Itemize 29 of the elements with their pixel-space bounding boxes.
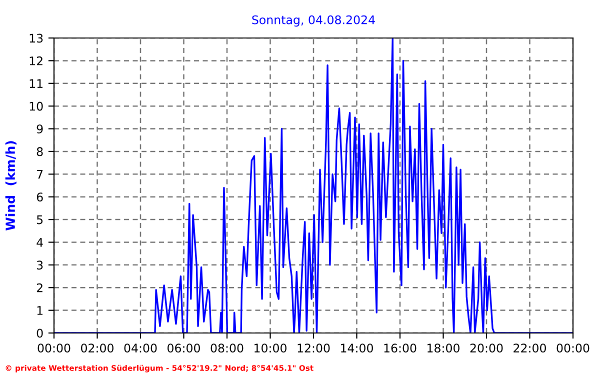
y-tick-label: 11 (30, 79, 42, 88)
y-tick-label: 9 (36, 124, 43, 134)
y-tick-label: 4 (36, 238, 43, 247)
x-tick-label: 20:00 (470, 344, 503, 353)
y-axis-title: Wind (km/h) (5, 141, 16, 231)
chart-title: Sonntag, 04.08.2024 (252, 15, 375, 27)
x-tick-label: 18:00 (428, 344, 460, 353)
x-tick-label: 14:00 (341, 344, 373, 353)
x-tick-label: 06:00 (168, 344, 200, 353)
x-tick-label: 22:00 (514, 344, 546, 353)
y-tick-label: 5 (36, 215, 43, 224)
y-tick-label: 0 (36, 328, 43, 338)
y-tick-label: 6 (36, 192, 43, 202)
x-tick-label: 10:00 (254, 344, 286, 353)
y-tick-label: 13 (30, 34, 43, 43)
x-tick-label: 16:00 (384, 344, 416, 353)
y-tick-label: 8 (36, 147, 43, 156)
x-tick-label: 02:00 (81, 344, 114, 353)
y-tick-label: 10 (30, 102, 43, 111)
x-tick-label: 04:00 (124, 344, 157, 353)
y-tick-label: 3 (36, 260, 43, 270)
x-tick-label: 00:00 (38, 344, 70, 353)
x-tick-label: 08:00 (210, 344, 244, 353)
x-tick-label: 00:00 (556, 344, 590, 353)
y-tick-label: 7 (37, 170, 43, 179)
y-tick-label: 2 (36, 283, 42, 292)
x-tick-label: 12:00 (298, 344, 330, 353)
y-tick-label: 1 (37, 306, 42, 315)
y-tick-label: 12 (30, 56, 42, 66)
